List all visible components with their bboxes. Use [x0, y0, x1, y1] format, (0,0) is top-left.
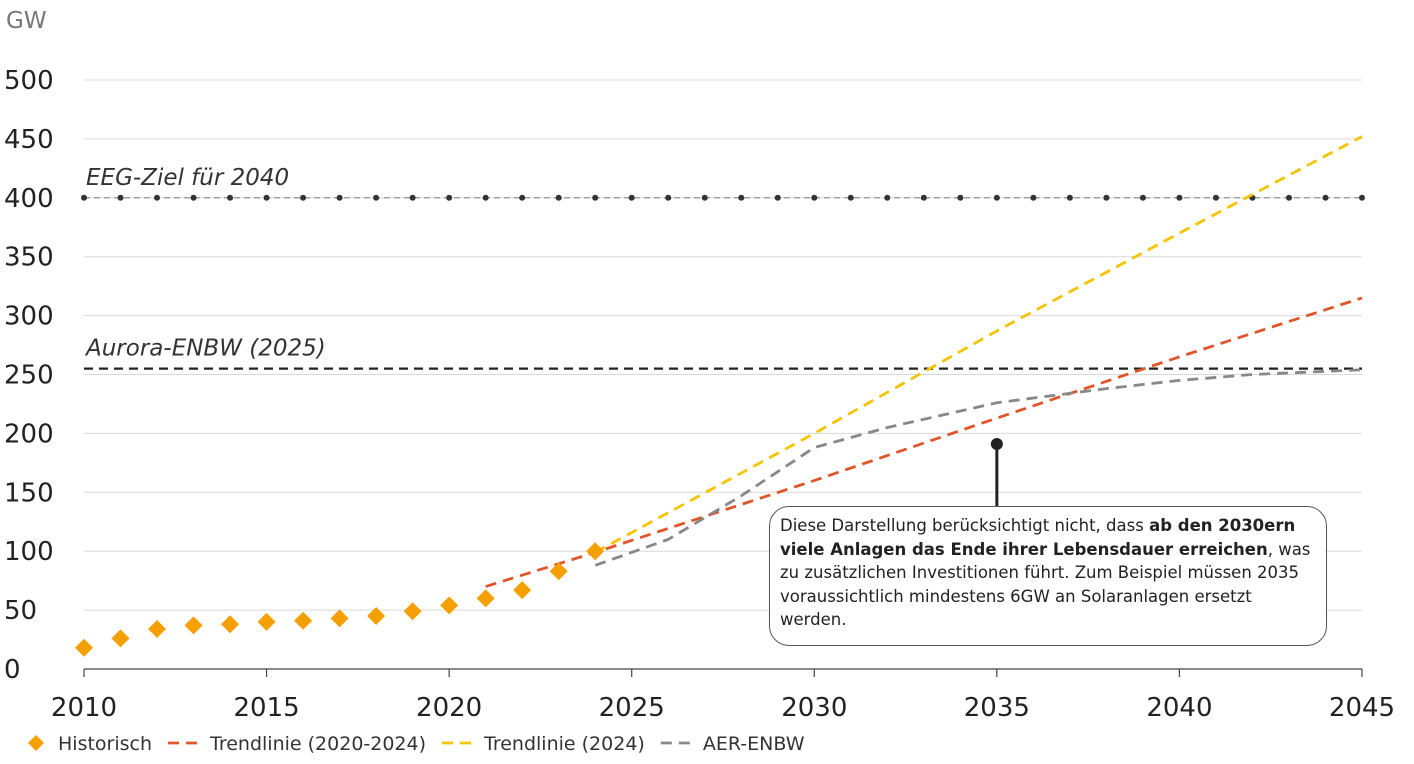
ref-dot-2038: [1103, 194, 1110, 201]
annotation-pointer: [990, 438, 1003, 506]
ref-dot-2023: [555, 194, 562, 201]
point-historisch-2013: [184, 616, 203, 635]
point-historisch-2022: [513, 581, 532, 600]
series-lines: [75, 135, 1363, 657]
x-tick-2010: 2010: [51, 693, 117, 723]
y-tick-200: 200: [4, 419, 54, 449]
ref-dot-2022: [519, 194, 526, 201]
ref-dot-2012: [154, 194, 161, 201]
point-historisch-2016: [294, 611, 313, 630]
ref-dot-2043: [1285, 194, 1292, 201]
ref-dot-2041: [1212, 194, 1219, 201]
ref-dot-2032: [884, 194, 891, 201]
y-tick-300: 300: [4, 302, 54, 332]
y-tick-50: 50: [4, 596, 37, 626]
point-historisch-2017: [330, 609, 349, 628]
point-historisch-2015: [257, 612, 276, 631]
ref-dot-2014: [227, 194, 234, 201]
annotation-text-1: Diese Darstellung berücksichtigt nicht, …: [780, 516, 1150, 535]
point-historisch-2023: [549, 562, 568, 581]
ref-label-aurora: Aurora-ENBW (2025): [84, 336, 326, 362]
ref-dot-2035: [993, 194, 1000, 201]
ref-label-eeg-target: EEG-Ziel für 2040: [86, 165, 289, 191]
x-tick-2020: 2020: [416, 693, 482, 723]
ref-dot-2026: [665, 194, 672, 201]
x-tick-2015: 2015: [233, 693, 299, 723]
ref-dot-2024: [592, 194, 599, 201]
axes: 0 50 100 150 200 250 300 350 400 450 500 2010 2015 20…: [4, 66, 1395, 723]
ref-dot-2015: [263, 194, 270, 201]
point-historisch-2019: [403, 602, 422, 621]
x-tick-2040: 2040: [1146, 693, 1212, 723]
x-tick-2035: 2035: [964, 693, 1030, 723]
annotation-dot: [990, 438, 1003, 451]
series-line-trendlinie-2020-2024: [485, 296, 1363, 588]
ref-dot-2013: [190, 194, 197, 201]
point-historisch-2010: [75, 638, 93, 657]
point-historisch-2011: [111, 629, 130, 648]
ref-dot-2030: [811, 194, 818, 201]
y-tick-500: 500: [4, 66, 54, 96]
y-tick-450: 450: [4, 125, 54, 155]
ref-dot-2033: [920, 194, 927, 201]
ref-dot-2036: [1030, 194, 1037, 201]
ref-dot-2018: [373, 194, 380, 201]
gridlines: [84, 79, 1362, 611]
ref-dot-2020: [446, 194, 453, 201]
ref-dot-2021: [482, 194, 489, 201]
legend-label-trendlinie-2020-2024: Trendlinie (2020-2024): [209, 733, 426, 755]
reference-lines: EEG-Ziel für 2040 Aurora-ENBW (2025): [81, 165, 1365, 370]
annotation-text-2: , was zu zusätzlichen Investitionen führ…: [780, 539, 1311, 630]
ref-dot-2019: [409, 194, 416, 201]
legend-marker-historisch: [28, 735, 44, 751]
ref-dot-2034: [957, 194, 964, 201]
x-tick-2030: 2030: [781, 693, 847, 723]
point-historisch-2021: [476, 589, 495, 608]
y-tick-250: 250: [4, 361, 54, 391]
x-tick-2045: 2045: [1329, 693, 1395, 723]
ref-dot-2037: [1066, 194, 1073, 201]
series-line-aer-enbw: [594, 368, 1363, 567]
legend-label-historisch: Historisch: [58, 733, 152, 755]
point-historisch-2020: [440, 596, 459, 615]
ref-dot-2028: [738, 194, 745, 201]
ref-dot-2011: [117, 194, 124, 201]
ref-dot-2010: [81, 194, 87, 201]
point-historisch-2014: [221, 615, 240, 634]
ref-dot-2029: [774, 194, 781, 201]
legend-label-trendlinie-2024: Trendlinie (2024): [483, 733, 645, 755]
y-axis-unit: GW: [6, 8, 47, 34]
point-historisch-2024: [586, 542, 605, 561]
legend-label-aer-enbw: AER-ENBW: [703, 733, 805, 755]
y-tick-150: 150: [4, 478, 54, 508]
ref-dot-2017: [336, 194, 343, 201]
point-historisch-2018: [367, 606, 386, 625]
series-line-trendlinie-2024: [594, 135, 1363, 554]
ref-dot-2044: [1322, 194, 1329, 201]
annotation-text-bold: ab den 2030ern viele Anlagen das Ende ih…: [780, 516, 1296, 559]
y-tick-350: 350: [4, 243, 54, 273]
x-tick-2025: 2025: [599, 693, 665, 723]
ref-dot-2016: [300, 194, 307, 201]
y-tick-0: 0: [4, 655, 21, 685]
ref-dot-2039: [1139, 194, 1146, 201]
legend: Historisch Trendlinie (2020-2024) Trendlin…: [28, 733, 805, 755]
ref-dot-2025: [628, 194, 635, 201]
ref-dot-2040: [1176, 194, 1183, 201]
ref-dot-2027: [701, 194, 708, 201]
ref-dot-2045: [1359, 194, 1365, 201]
ref-dot-2031: [847, 194, 854, 201]
annotation-box: Diese Darstellung berücksichtigt nicht, …: [769, 506, 1327, 646]
y-tick-400: 400: [4, 184, 54, 214]
point-historisch-2012: [148, 619, 167, 638]
y-tick-100: 100: [4, 537, 54, 567]
